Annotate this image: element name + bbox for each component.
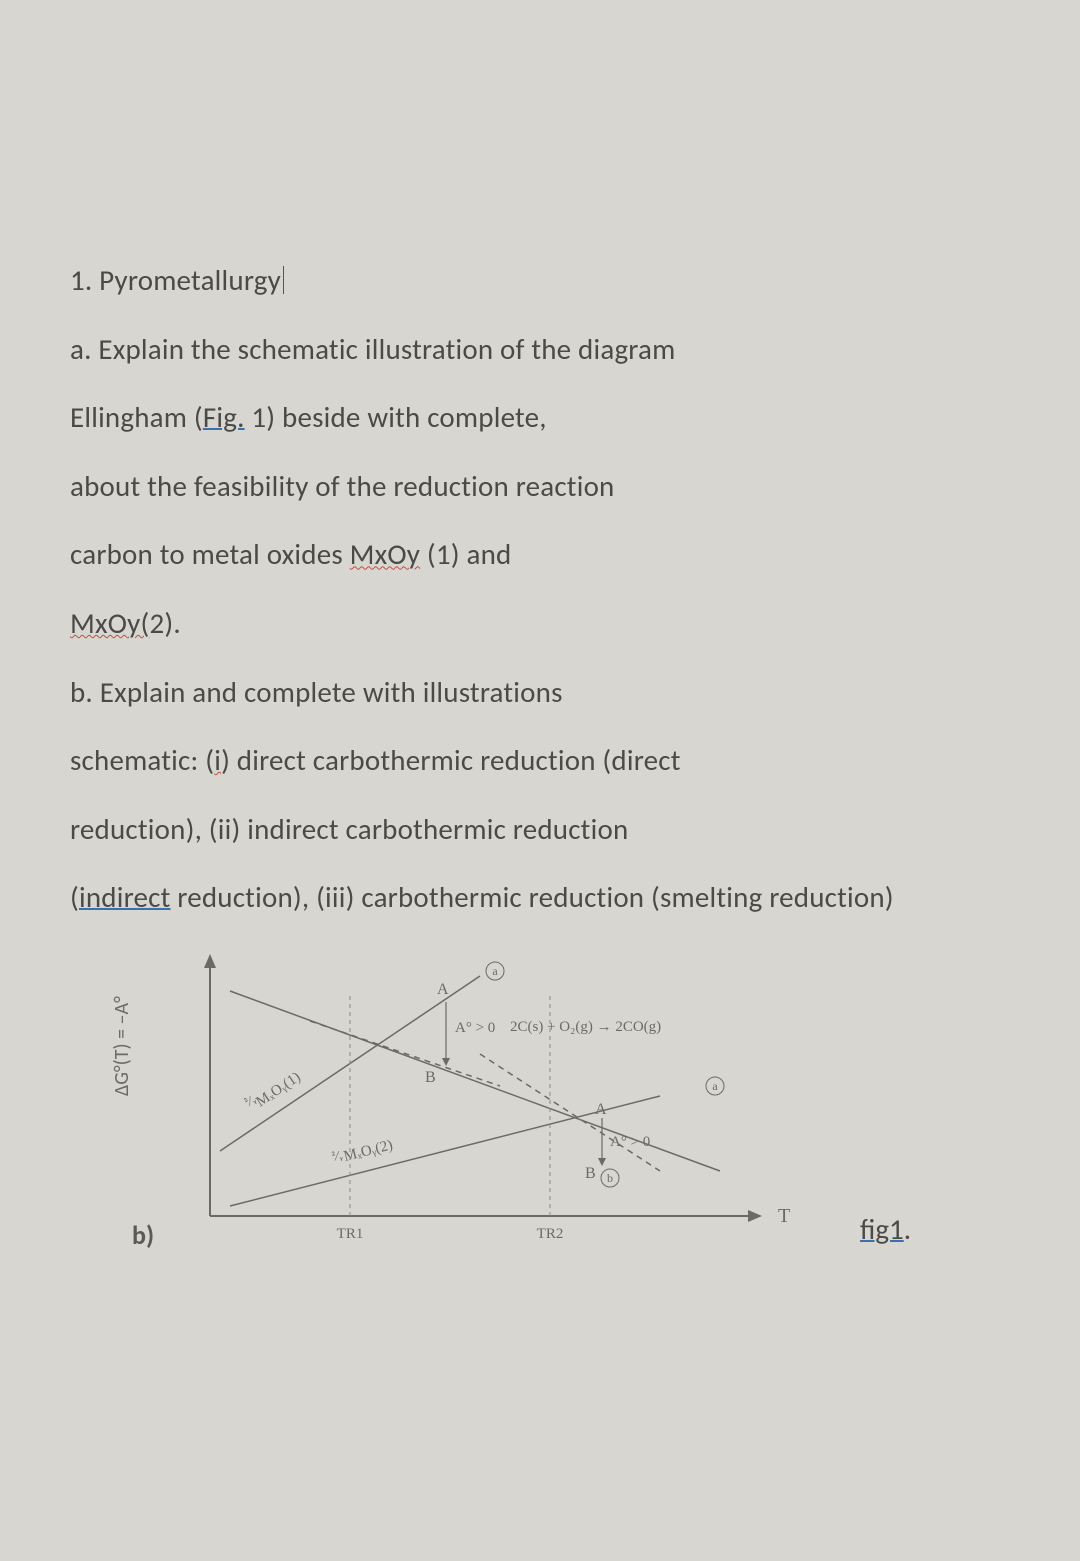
y-axis-label: ΔG°(T) = –A° [110,996,134,1096]
figure-container: ΔG°(T) = –A° b) TTR1TR2 MₓOᵧ(1)MₓOᵧ(2)2C… [70,946,1010,1276]
question-line-9: reduction), (ii) indirect carbothermic r… [70,809,1010,850]
question-line-4: about the feasibility of the reduction r… [70,466,1010,507]
svg-text:B: B [425,1069,436,1086]
svg-text:a: a [712,1079,718,1093]
svg-text:2C(s) + O₂(g) → 2CO(g): 2C(s) + O₂(g) → 2CO(g) [510,1019,661,1035]
question-line-6: MxOy(2). [70,603,1010,644]
ellingham-diagram: TTR1TR2 MₓOᵧ(1)MₓOᵧ(2)2C(s) + O₂(g) → 2C… [170,946,810,1246]
svg-text:A° > 0: A° > 0 [455,1020,495,1036]
svg-text:B: B [585,1165,596,1182]
question-line-2: a. Explain the schematic illustration of… [70,329,1010,370]
figure-caption: fig1. [860,1211,911,1247]
svg-text:a: a [492,964,498,978]
svg-text:A: A [595,1101,607,1118]
question-line-10: (indirect reduction), (iii) carbothermic… [70,877,1010,918]
question-line-1: 1. Pyrometallurgy [70,260,1010,301]
question-line-7: b. Explain and complete with illustratio… [70,672,1010,713]
svg-text:A° > 0: A° > 0 [610,1134,650,1150]
question-line-5: carbon to metal oxides MxOy (1) and [70,534,1010,575]
svg-text:TR2: TR2 [537,1226,564,1242]
question-line-3: Ellingham (Fig. 1) beside with complete, [70,397,1010,438]
text-cursor [283,266,284,294]
question-line-8: schematic: (i) direct carbothermic reduc… [70,740,1010,781]
svg-text:MₓOᵧ(1): MₓOᵧ(1) [253,1069,303,1110]
subquestion-b-label: b) [132,1219,154,1251]
svg-text:TR1: TR1 [337,1226,364,1242]
svg-text:A: A [437,981,449,998]
svg-text:b: b [607,1171,613,1185]
svg-text:T: T [778,1205,790,1227]
